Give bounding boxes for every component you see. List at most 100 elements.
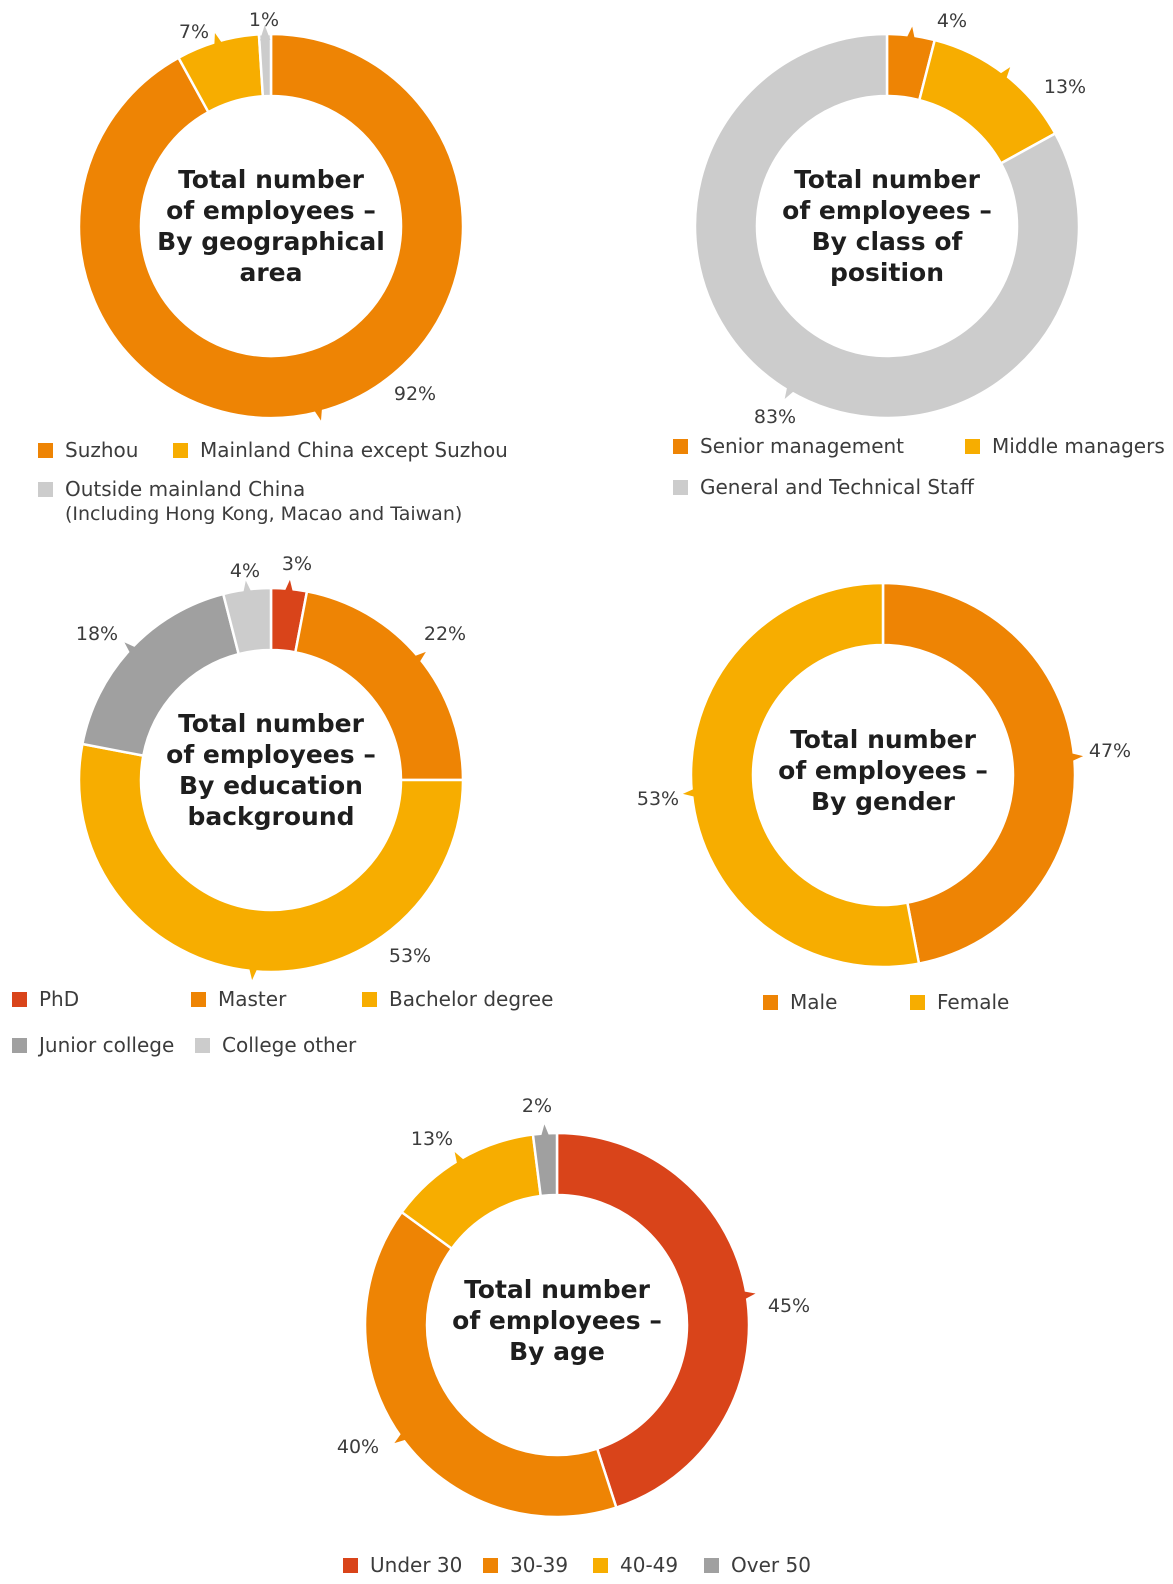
chart-title-line: By class of	[812, 227, 964, 256]
data-label: 13%	[1044, 76, 1086, 98]
chart-title-line: background	[187, 802, 354, 831]
chart-title-line: Total number	[178, 709, 364, 738]
slice-pointer	[739, 1290, 756, 1302]
legend-swatch	[673, 439, 688, 454]
legend-label: Mainland China except Suzhou	[200, 438, 508, 462]
slice-pointer	[454, 1151, 467, 1168]
chart-title-line: Total number	[464, 1275, 650, 1304]
legend-label: College other	[222, 1033, 357, 1057]
legend-label: 30-39	[510, 1553, 569, 1577]
legend-label: Female	[937, 990, 1010, 1014]
legend-item-female: Female	[910, 990, 1009, 1015]
slice-pointer	[540, 1124, 551, 1140]
legend-label-sub: (Including Hong Kong, Macao and Taiwan)	[65, 503, 463, 525]
legend-item-male: Male	[763, 990, 837, 1015]
legend-item-over-50: Over 50	[704, 1553, 811, 1578]
legend-swatch	[593, 1558, 608, 1573]
legend-item-bachelor-degree: Bachelor degree	[362, 987, 553, 1012]
data-label: 22%	[424, 623, 466, 645]
legend-swatch	[195, 1038, 210, 1053]
legend-label: Senior management	[700, 434, 905, 458]
data-label: 4%	[230, 560, 260, 582]
data-label: 47%	[1089, 740, 1131, 762]
legend-swatch	[362, 992, 377, 1007]
legend-swatch	[191, 992, 206, 1007]
slice-pointer	[248, 964, 259, 981]
legend-swatch	[910, 995, 925, 1010]
chart-title-line: of employees –	[166, 740, 376, 769]
slice-pointer	[242, 580, 253, 597]
chart-title-line: By age	[509, 1337, 605, 1366]
chart-title-line: Total number	[794, 165, 980, 194]
data-label: 13%	[411, 1128, 453, 1150]
slice-under-30	[555, 1131, 751, 1510]
data-label: 4%	[937, 10, 967, 32]
legend-item-outside-mainland-china: Outside mainland China (Including Hong K…	[38, 477, 462, 527]
legend-item-30-39: 30-39	[483, 1553, 568, 1578]
slice-pointer	[394, 1430, 410, 1444]
legend-item-general-and-technical-staff: General and Technical Staff	[673, 475, 974, 500]
data-label: 18%	[76, 623, 118, 645]
data-label: 92%	[394, 383, 436, 405]
legend-item-suzhou: Suzhou	[38, 438, 138, 463]
legend-swatch	[12, 1038, 27, 1053]
legend-label: Outside mainland China (Including Hong K…	[65, 477, 462, 527]
data-label: 53%	[389, 945, 431, 967]
legend-label: 40-49	[620, 1553, 679, 1577]
legend-swatch	[173, 443, 188, 458]
legend-item-phd: PhD	[12, 987, 79, 1012]
chart-title-line: position	[830, 258, 944, 287]
slice-college-other	[221, 586, 273, 656]
legend-swatch	[704, 1558, 719, 1573]
legend-swatch	[483, 1558, 498, 1573]
chart-title-line: of employees –	[452, 1306, 662, 1335]
legend-item-mainland-china-except-suzhou: Mainland China except Suzhou	[173, 438, 508, 463]
slice-pointer	[1067, 752, 1084, 763]
slice-pointer	[682, 787, 699, 798]
slice-pointer	[410, 651, 426, 666]
legend-label: Over 50	[731, 1553, 811, 1577]
legend-item-under-30: Under 30	[343, 1553, 462, 1578]
slice-male	[881, 581, 1077, 966]
chart-title-line: of employees –	[782, 196, 992, 225]
chart-title-line: of employees –	[166, 196, 376, 225]
legend-label: PhD	[39, 987, 80, 1011]
slice-over-50	[531, 1131, 559, 1198]
chart-title-line: By geographical	[157, 227, 385, 256]
slice-pointer	[259, 25, 271, 41]
data-label: 83%	[754, 406, 796, 428]
slice-pointer	[214, 32, 225, 49]
chart-title-line: area	[239, 258, 302, 287]
slice-pointer	[905, 26, 916, 43]
legend-label: Under 30	[370, 1553, 463, 1577]
legend-item-senior-management: Senior management	[673, 434, 904, 459]
chart-title-line: Total number	[178, 165, 364, 194]
chart-title-line: Total number	[790, 725, 976, 754]
legend-swatch	[343, 1558, 358, 1573]
chart-title-line: of employees –	[778, 756, 988, 785]
data-label: 2%	[522, 1095, 552, 1117]
data-label: 7%	[179, 21, 209, 43]
data-label: 3%	[282, 553, 312, 575]
data-label: 1%	[249, 9, 279, 31]
slice-pointer	[283, 579, 294, 596]
slice-general-and-technical-staff	[693, 32, 1081, 420]
chart-title-line: By gender	[811, 787, 956, 816]
slice-pointer	[996, 67, 1011, 83]
legend-label: Master	[218, 987, 287, 1011]
data-label: 53%	[637, 788, 679, 810]
data-label: 40%	[337, 1436, 379, 1458]
legend-label: Middle managers	[992, 434, 1165, 458]
chart-title-line: By education	[179, 771, 363, 800]
legend-label: Male	[790, 990, 838, 1014]
legend-item-40-49: 40-49	[593, 1553, 678, 1578]
slice-suzhou	[77, 32, 465, 420]
slice-bachelor-degree	[77, 742, 465, 974]
legend-swatch	[673, 480, 688, 495]
slice-pointer	[124, 642, 140, 657]
